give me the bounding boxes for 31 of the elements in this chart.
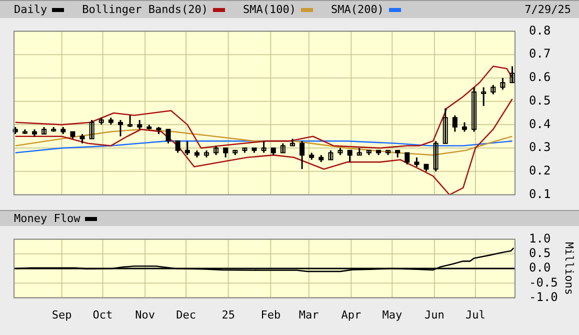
y-tick-label: 0.5 (529, 246, 551, 260)
x-tick-label: Sep (52, 308, 72, 322)
x-tick-label: Jul (465, 308, 486, 322)
legend-label: SMA(100) (242, 3, 296, 16)
x-tick-label: 25 (222, 308, 235, 322)
legend-label: Daily (14, 3, 48, 16)
x-tick-label: Nov (135, 308, 156, 322)
x-tick-label: Oct (92, 308, 113, 322)
legend-label: SMA(200) (330, 3, 384, 16)
x-tick-label: Mar (298, 308, 320, 322)
y-tick-label: 0.7 (529, 46, 551, 61)
x-tick-label: Jun (424, 308, 444, 322)
y-tick-label: 0.6 (529, 70, 551, 84)
y-tick-label: -1.0 (529, 290, 558, 304)
y-tick-label: 0.5 (529, 93, 551, 108)
y-tick-label: 0.2 (529, 164, 551, 178)
y-tick-label: 0.1 (529, 186, 551, 201)
x-tick-label: Dec (176, 308, 196, 322)
y-tick-label: 1.0 (529, 231, 551, 246)
legend-label: Bollinger Bands(20) (82, 3, 208, 16)
x-tick-label: May (382, 308, 402, 322)
y-tick-label: 0.3 (529, 140, 551, 154)
x-tick-label: Apr (341, 308, 362, 322)
y-tick-label: 0.4 (529, 116, 551, 131)
legend-label: Money Flow (14, 212, 80, 225)
x-tick-label: Feb (260, 308, 281, 322)
y-tick-label: 0.8 (529, 23, 551, 38)
y-tick-label: 0.0 (529, 260, 551, 275)
y-axis-title: Millions (562, 242, 576, 295)
y-tick-label: -0.5 (529, 275, 558, 290)
text: 7/29/25 (524, 3, 571, 16)
